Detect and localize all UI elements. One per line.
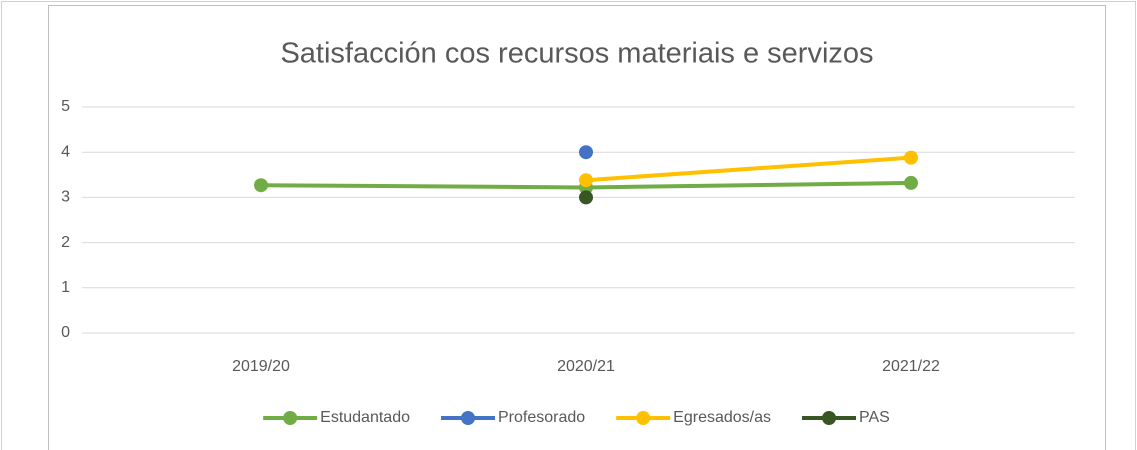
chart-title: Satisfacción cos recursos materiais e se…	[280, 38, 873, 70]
legend-label: PAS	[859, 409, 890, 426]
y-tick-label: 1	[61, 279, 70, 296]
legend-label: Profesorado	[498, 409, 585, 426]
legend-marker	[283, 411, 298, 425]
point	[579, 145, 593, 160]
y-tick-label: 5	[61, 98, 70, 115]
x-tick-label: 2020/21	[557, 358, 615, 375]
point	[904, 175, 918, 190]
series-line	[585, 155, 912, 183]
point	[579, 173, 593, 188]
y-tick-label: 2	[61, 234, 70, 251]
legend-label: Egresados/as	[673, 409, 771, 426]
legend-marker	[636, 411, 651, 425]
y-tick-label: 4	[61, 143, 70, 160]
legend-marker	[461, 411, 476, 425]
legend-marker	[822, 411, 837, 425]
x-tick-label: 2019/20	[232, 358, 290, 375]
legend-label: Estudantado	[320, 409, 410, 426]
chart-frame	[48, 5, 1106, 450]
y-tick-label: 3	[61, 189, 70, 206]
point	[254, 178, 268, 193]
x-tick-label: 2021/22	[882, 358, 940, 375]
point	[579, 190, 593, 205]
y-tick-label: 0	[61, 324, 70, 341]
point	[904, 150, 918, 165]
